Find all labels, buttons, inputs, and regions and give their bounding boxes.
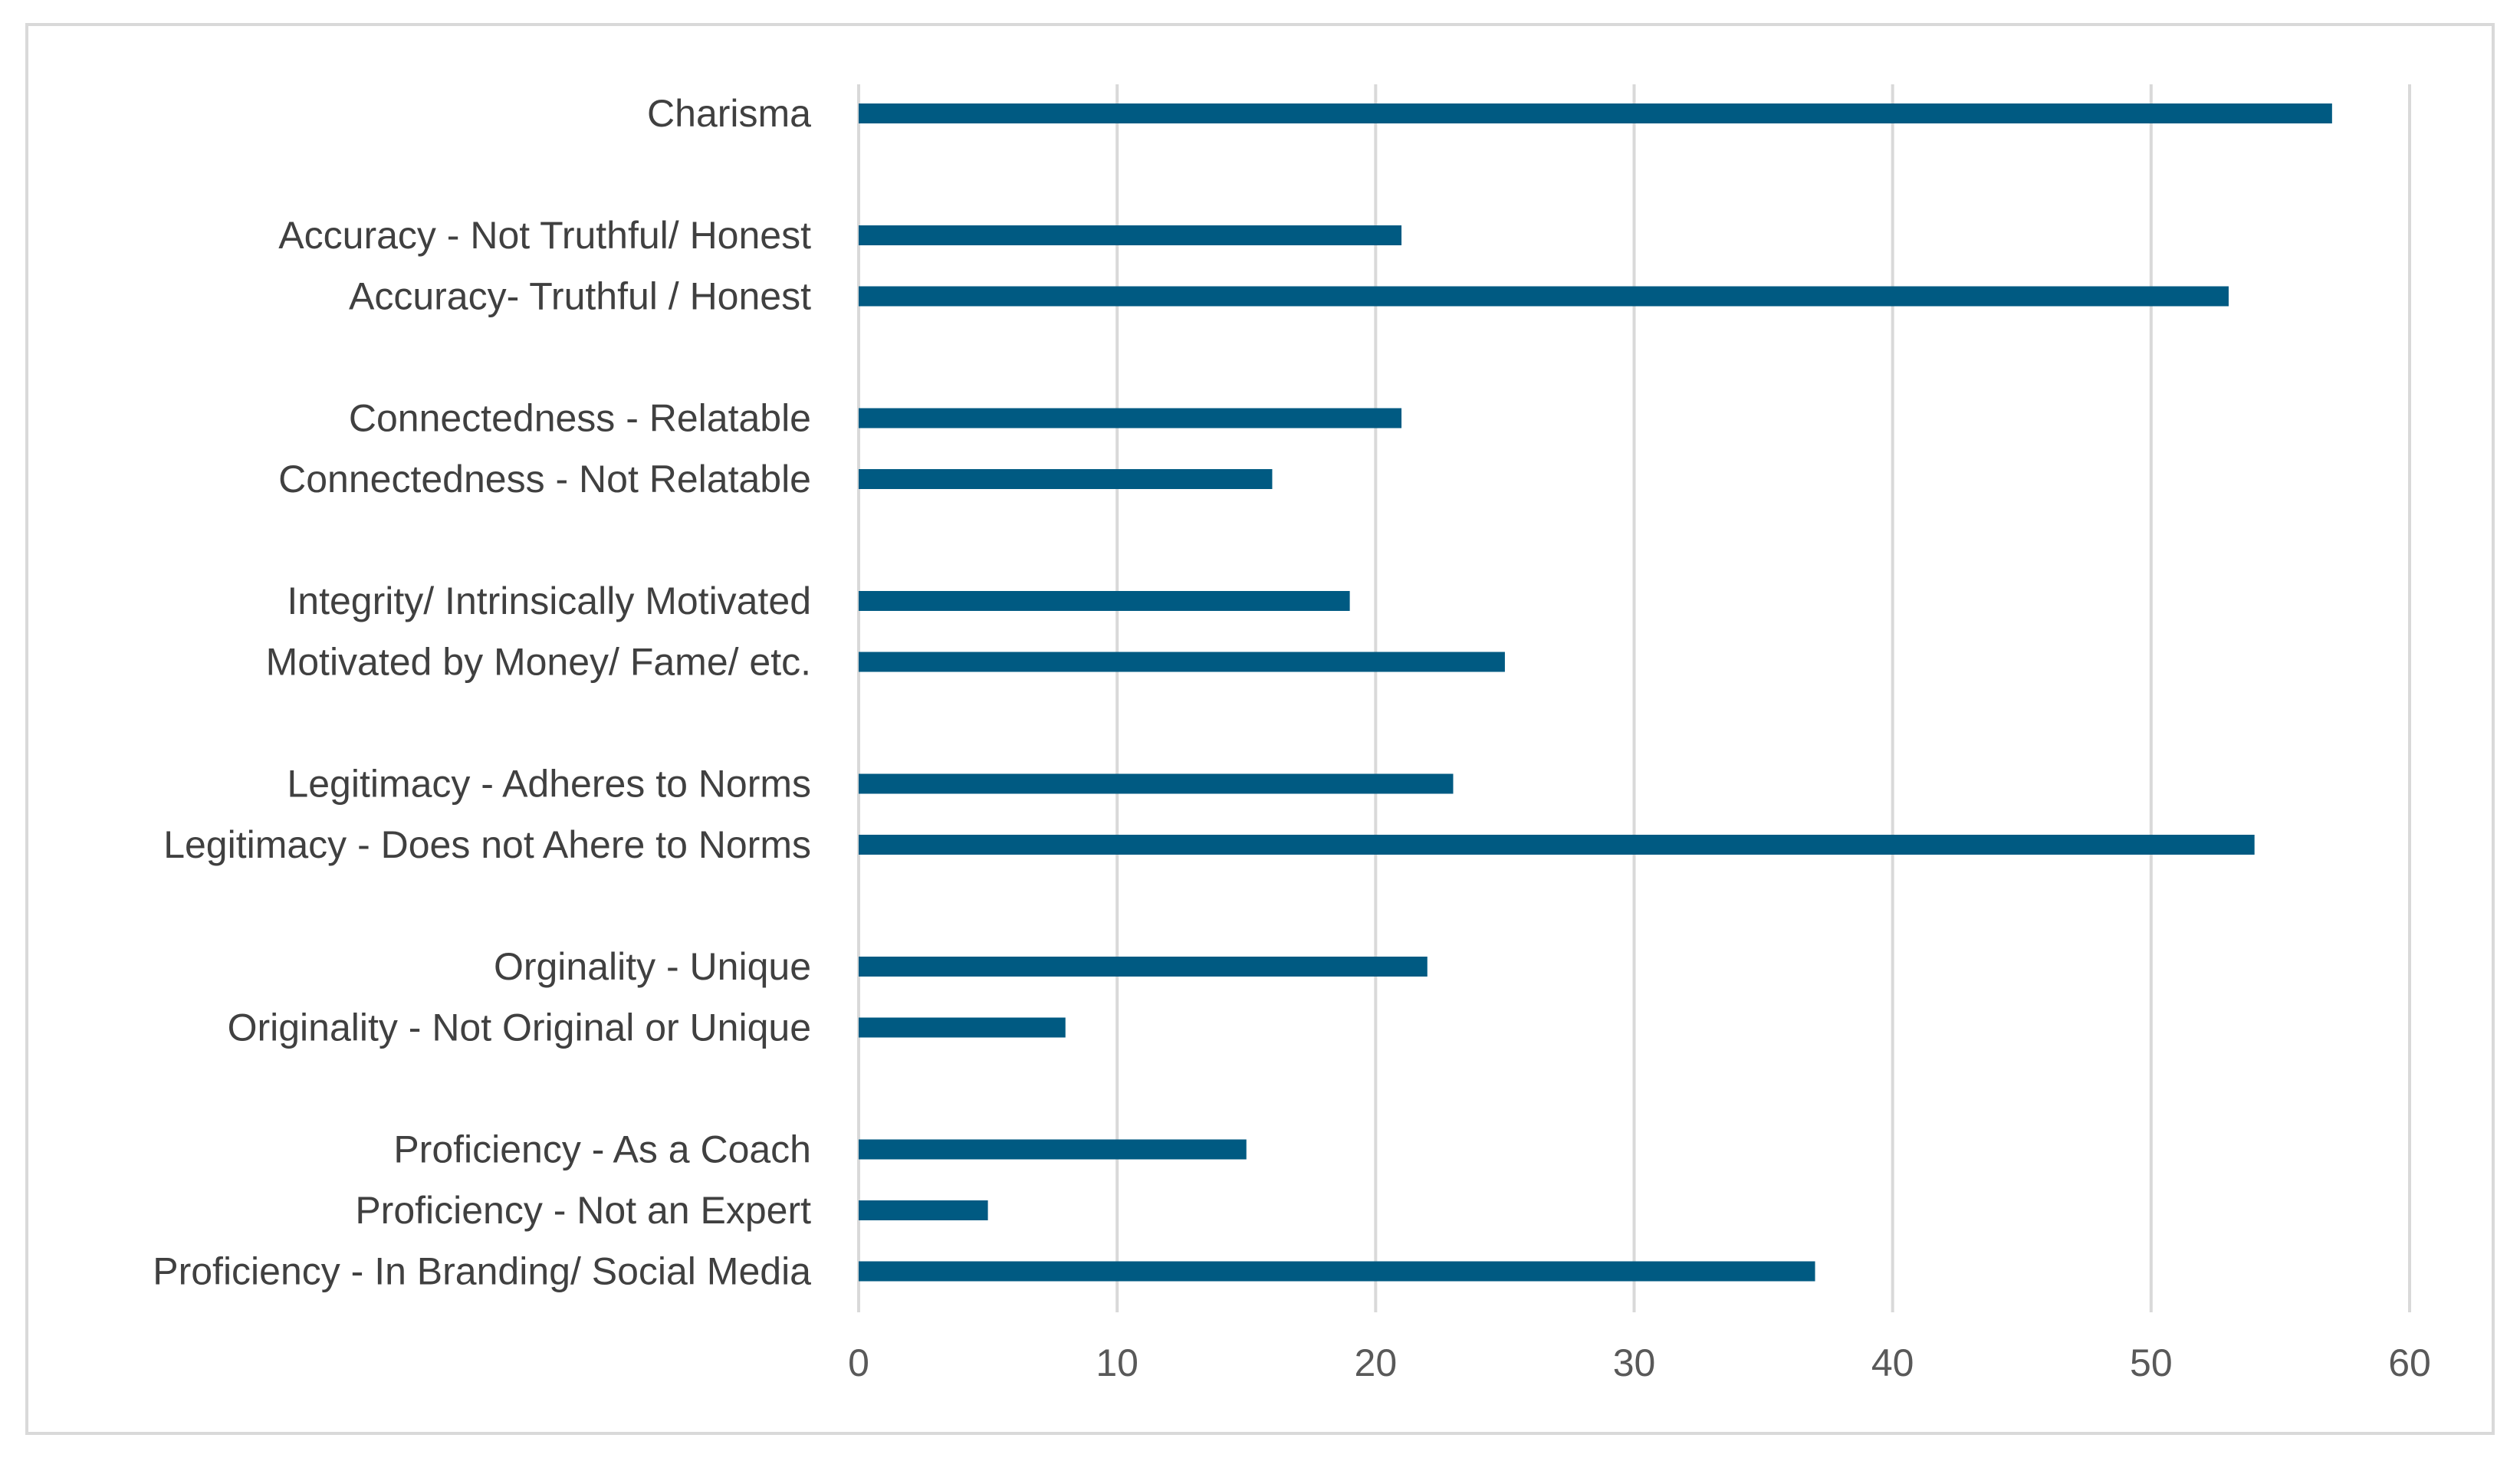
bar bbox=[859, 591, 1350, 611]
category-label: Proficiency - Not an Expert bbox=[355, 1189, 811, 1232]
category-label: Accuracy- Truthful / Honest bbox=[349, 275, 811, 318]
bar bbox=[859, 1200, 988, 1220]
bar bbox=[859, 773, 1454, 794]
x-tick-label: 0 bbox=[848, 1341, 869, 1384]
bar bbox=[859, 1261, 1815, 1282]
category-label: Charisma bbox=[647, 92, 811, 135]
bar bbox=[859, 225, 1402, 245]
bar bbox=[859, 469, 1273, 489]
category-label: Proficiency - As a Coach bbox=[393, 1128, 811, 1171]
x-tick-label: 40 bbox=[1871, 1341, 1914, 1384]
bars bbox=[859, 103, 2332, 1282]
x-tick-label: 30 bbox=[1613, 1341, 1656, 1384]
x-tick-label: 10 bbox=[1096, 1341, 1138, 1384]
x-axis-ticks: 0 10 20 30 40 50 60 bbox=[848, 1341, 2431, 1384]
bar bbox=[859, 408, 1402, 428]
bar bbox=[859, 103, 2332, 123]
bar bbox=[859, 286, 2229, 307]
x-tick-label: 50 bbox=[2130, 1341, 2173, 1384]
category-label: Connectedness - Relatable bbox=[349, 397, 811, 440]
x-tick-label: 20 bbox=[1355, 1341, 1398, 1384]
category-label: Connectedness - Not Relatable bbox=[278, 458, 811, 501]
category-label: Proficiency - In Branding/ Social Media bbox=[153, 1250, 811, 1293]
category-label: Integrity/ Intrinsically Motivated bbox=[287, 579, 811, 622]
category-label: Orginality - Unique bbox=[494, 945, 811, 988]
category-labels: Charisma Accuracy - Not Truthful/ Honest A… bbox=[153, 92, 811, 1293]
bar bbox=[859, 1017, 1066, 1038]
bar bbox=[859, 835, 2255, 855]
category-label: Motivated by Money/ Fame/ etc. bbox=[266, 641, 811, 684]
x-tick-label: 60 bbox=[2388, 1341, 2431, 1384]
category-label: Originality - Not Original or Unique bbox=[228, 1006, 811, 1049]
bar bbox=[859, 1139, 1247, 1160]
gridlines bbox=[857, 84, 2411, 1312]
chart-frame bbox=[25, 23, 2495, 1435]
category-label: Legitimacy - Does not Ahere to Norms bbox=[163, 823, 811, 866]
category-label: Accuracy - Not Truthful/ Honest bbox=[278, 214, 811, 257]
bar bbox=[859, 957, 1428, 977]
bar bbox=[859, 652, 1505, 672]
category-label: Legitimacy - Adheres to Norms bbox=[287, 763, 811, 806]
